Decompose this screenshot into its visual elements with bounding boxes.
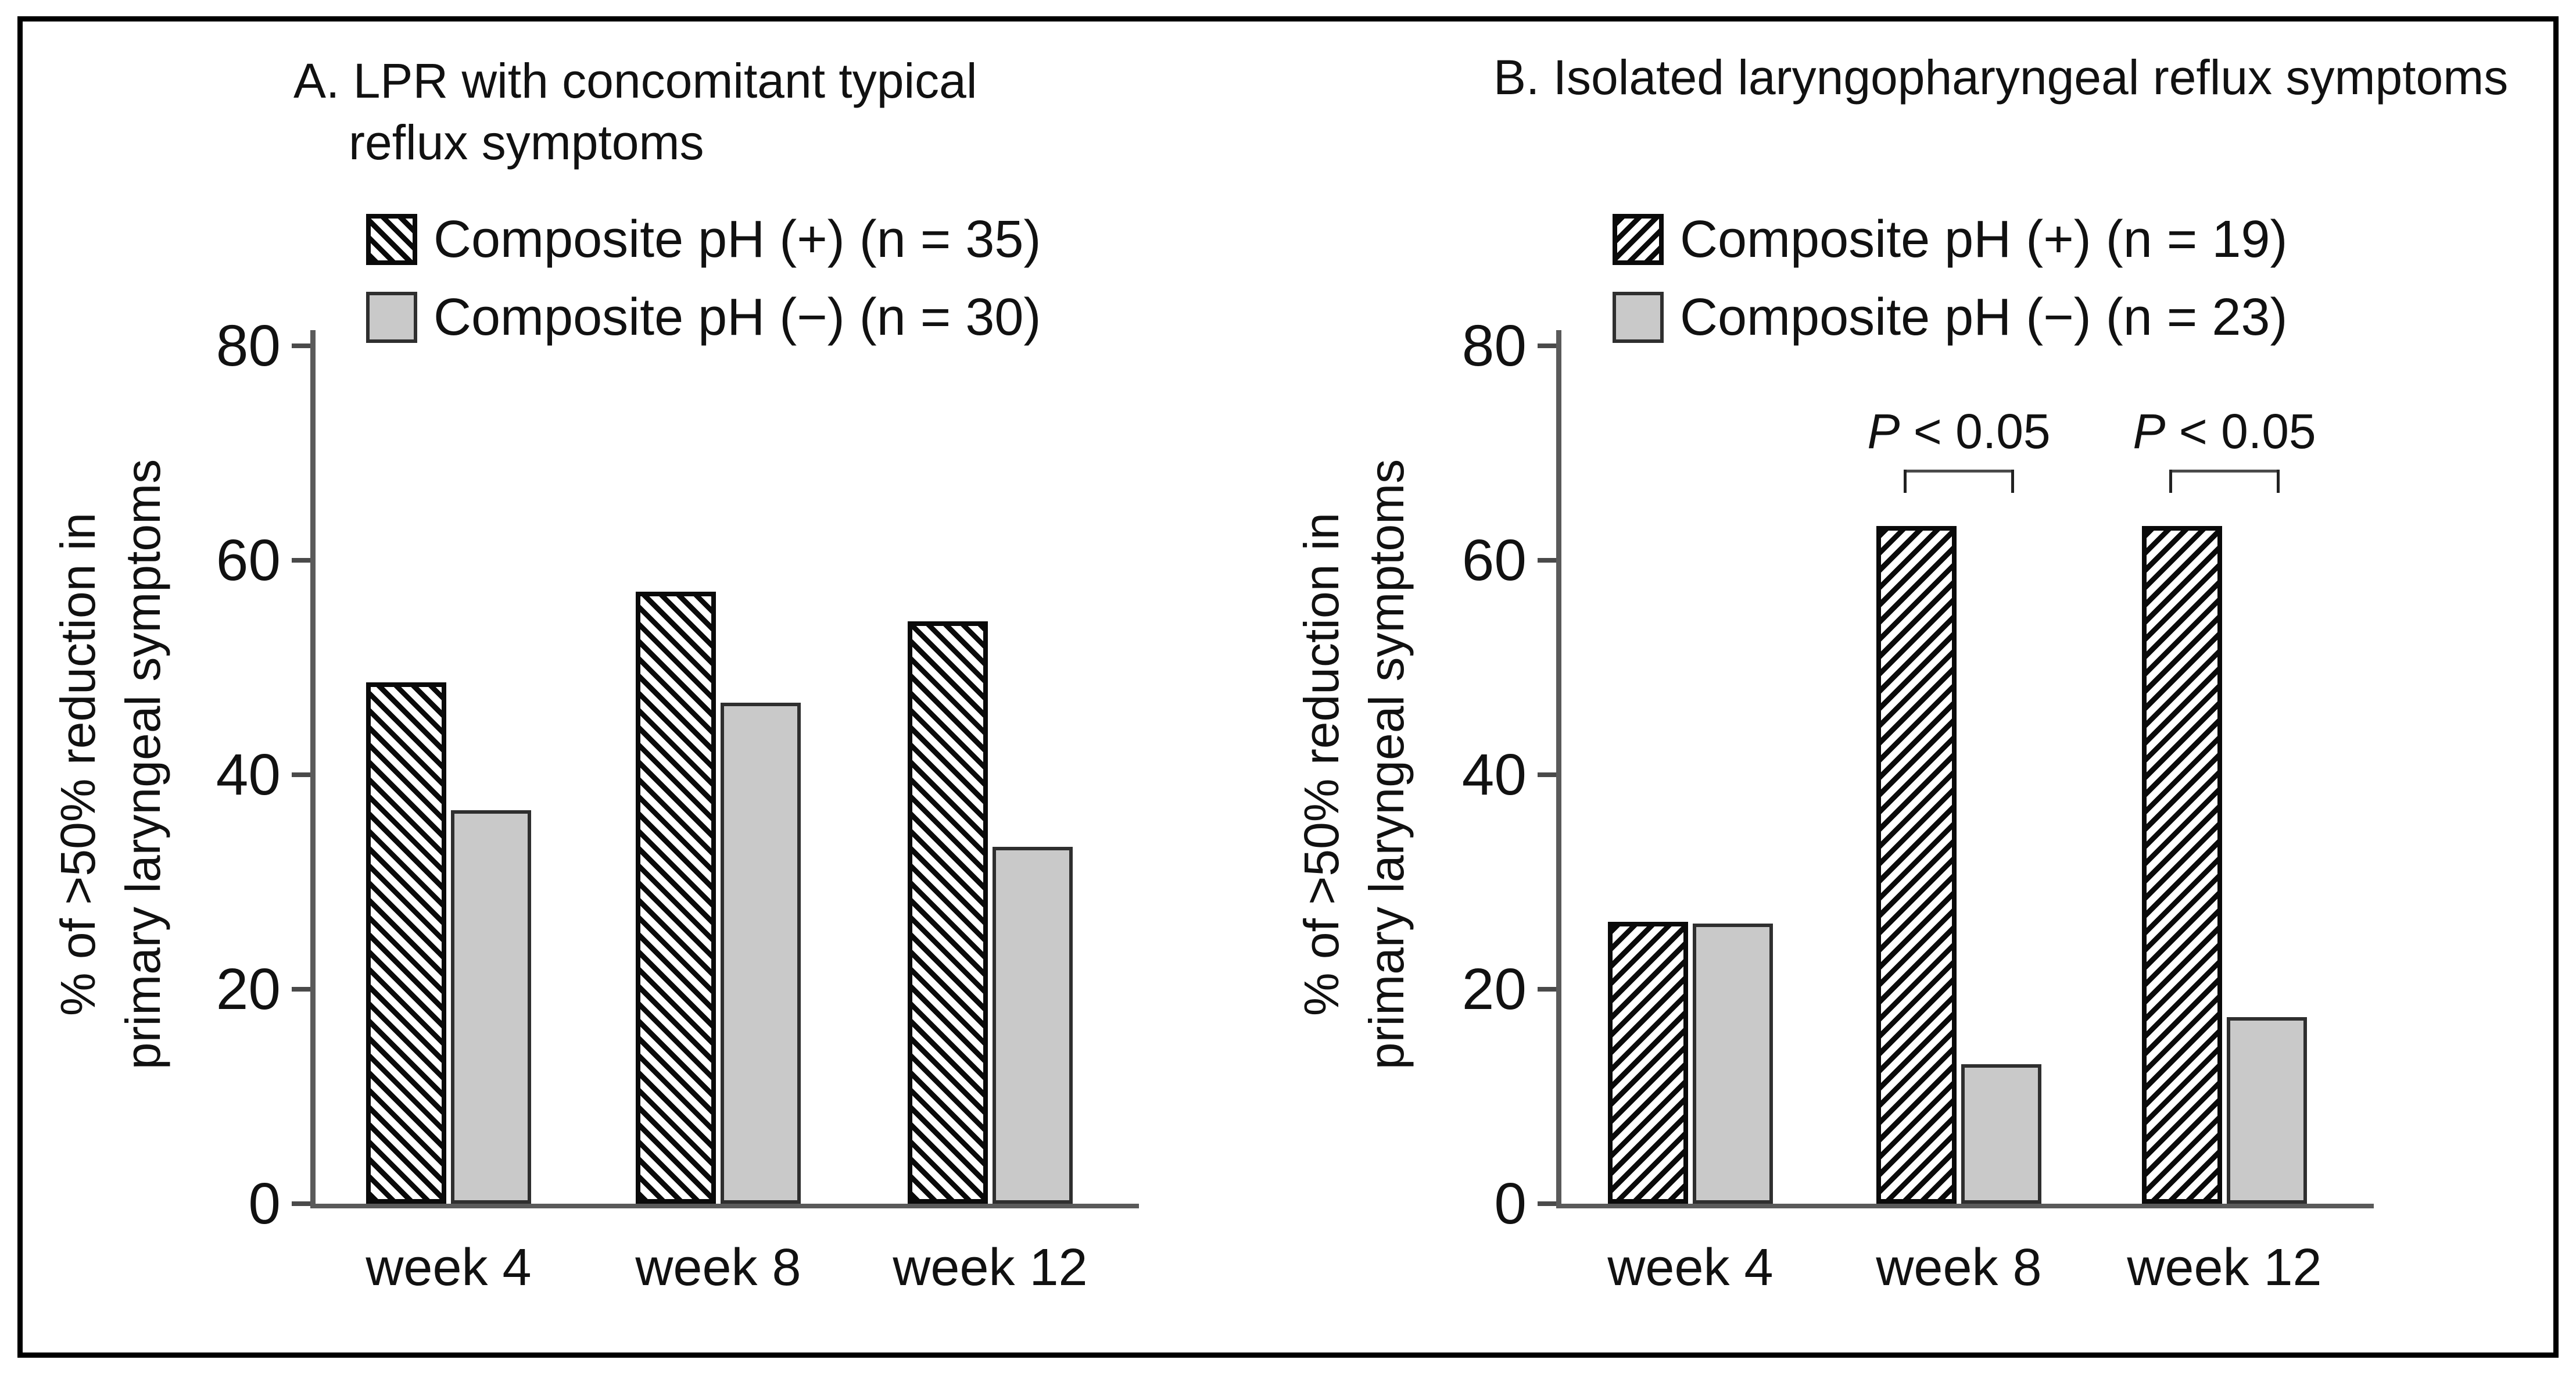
panel-a-title-line2: reflux symptoms (349, 115, 704, 170)
panel-b-sig-bracket-2-right-tick (2277, 470, 2280, 493)
panel-b-sig-label-1-rest: < 0.05 (1900, 404, 2051, 459)
panel-a-x-label-week8: week 8 (635, 1239, 801, 1297)
panel-a-bar-week4-series1 (366, 682, 446, 1204)
panel-b-bar-week12-series2 (2227, 1017, 2307, 1204)
panel-a-y-tick-20 (292, 987, 310, 992)
panel-b-sig-bracket-1-left-tick (1904, 470, 1907, 493)
panel-b-y-axis (1556, 330, 1561, 1204)
panel-b-bar-week4-series1 (1608, 922, 1688, 1204)
panel-b-y-tick-40 (1538, 772, 1556, 777)
panel-a-legend-label-ph-positive: Composite pH (+) (n = 35) (433, 210, 1041, 269)
panel-b-sig-label-2: P < 0.05 (2021, 403, 2428, 459)
panel-b-bar-week8-series1 (1876, 526, 1957, 1204)
panel-b-y-tick-label-40: 40 (1461, 742, 1527, 807)
panel-a-title: A. LPR with concomitant typical reflux s… (293, 50, 977, 173)
panel-a-bar-week8-series1 (636, 592, 716, 1204)
panel-b-sig-label-1: P < 0.05 (1755, 403, 2162, 459)
panel-b-sig-bracket-1-right-tick (2011, 470, 2014, 493)
panel-b-sig-bracket-2-left-tick (2169, 470, 2172, 493)
panel-a-y-axis (310, 330, 316, 1204)
panel-b-y-tick-label-80: 80 (1461, 313, 1527, 378)
panel-a-y-tick-40 (292, 772, 310, 777)
panel-b-y-tick-label-20: 20 (1461, 957, 1527, 1022)
panel-a-y-tick-label-0: 0 (248, 1171, 281, 1236)
panel-b-y-tick-60 (1538, 558, 1556, 563)
panel-a-legend-item-ph-negative: Composite pH (−) (n = 30) (366, 291, 1041, 344)
panel-b-bar-week12-series1 (2142, 526, 2222, 1204)
panel-a-title-line1: A. LPR with concomitant typical (293, 53, 977, 108)
panel-b-title-line1: B. Isolated laryngopharyngeal reflux sym… (1493, 50, 2509, 105)
panel-a-bar-week12-series1 (908, 621, 988, 1204)
panel-a-y-tick-label-60: 60 (216, 528, 281, 593)
panel-b-legend-label-ph-positive: Composite pH (+) (n = 19) (1680, 210, 2288, 269)
panel-b-legend-item-ph-positive: Composite pH (+) (n = 19) (1613, 213, 2287, 266)
panel-b-legend-item-ph-negative: Composite pH (−) (n = 23) (1613, 291, 2287, 344)
panel-b-x-label-week12: week 12 (2127, 1239, 2322, 1297)
panel-b-title: B. Isolated laryngopharyngeal reflux sym… (1493, 46, 2508, 108)
panel-b-y-tick-label-0: 0 (1494, 1171, 1527, 1236)
panel-b-sig-bracket-1 (1904, 470, 2014, 473)
panel-b-bar-week4-series2 (1693, 924, 1773, 1204)
panel-a-x-label-week12: week 12 (893, 1239, 1088, 1297)
panel-b-legend-swatch-gray-icon (1613, 292, 1664, 343)
panel-b-y-tick-80 (1538, 344, 1556, 348)
panel-b-y-tick-0 (1538, 1201, 1556, 1206)
panel-a-legend-item-ph-positive: Composite pH (+) (n = 35) (366, 213, 1041, 266)
figure-border (17, 16, 2559, 1358)
panel-a-y-tick-80 (292, 344, 310, 348)
panel-b-legend-label-ph-negative: Composite pH (−) (n = 23) (1680, 288, 2288, 346)
panel-a-y-tick-label-40: 40 (216, 742, 281, 807)
panel-b-x-label-week4: week 4 (1607, 1239, 1774, 1297)
panel-b-x-label-week8: week 8 (1876, 1239, 2042, 1297)
panel-a-x-label-week4: week 4 (366, 1239, 532, 1297)
panel-b-y-tick-20 (1538, 987, 1556, 992)
panel-a-x-axis (310, 1204, 1139, 1208)
panel-a-legend-swatch-hatched-icon (366, 214, 417, 265)
panel-a-y-tick-label-20: 20 (216, 957, 281, 1022)
panel-b-y-tick-label-60: 60 (1461, 528, 1527, 593)
panel-a-y-tick-label-80: 80 (216, 313, 281, 378)
panel-a-y-tick-60 (292, 558, 310, 563)
panel-a-legend-label-ph-negative: Composite pH (−) (n = 30) (433, 288, 1041, 346)
panel-a-bar-week4-series2 (451, 810, 531, 1204)
panel-b-legend-swatch-hatched-icon (1613, 214, 1664, 265)
panel-a-legend-swatch-gray-icon (366, 292, 417, 343)
panel-a-y-tick-0 (292, 1201, 310, 1206)
panel-a-bar-week8-series2 (721, 703, 801, 1204)
panel-b-bar-week8-series2 (1961, 1064, 2041, 1204)
panel-b-sig-label-2-rest: < 0.05 (2165, 404, 2316, 459)
panel-b-sig-bracket-2 (2169, 470, 2280, 473)
panel-b-sig-label-1-italic: P (1867, 404, 1900, 459)
panel-a-bar-week12-series2 (993, 847, 1073, 1204)
panel-b-x-axis (1556, 1204, 2374, 1208)
panel-b-sig-label-2-italic: P (2133, 404, 2166, 459)
